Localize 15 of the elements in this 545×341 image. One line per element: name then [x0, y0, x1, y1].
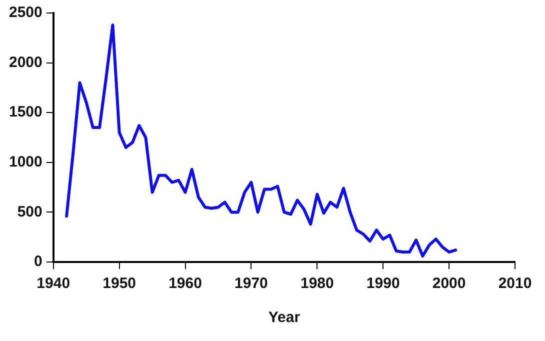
y-tick-label: 0 — [34, 253, 42, 270]
x-tick-label: 2000 — [432, 275, 466, 292]
y-tick-label: 1500 — [8, 104, 42, 121]
x-tick-label: 1950 — [102, 275, 136, 292]
x-tick-label: 1940 — [36, 275, 70, 292]
y-tick-label: 500 — [17, 203, 42, 220]
y-tick-label: 2500 — [8, 4, 42, 22]
x-axis-title: Year — [268, 309, 300, 326]
y-tick-label: 1000 — [8, 154, 42, 171]
x-tick-label: 2010 — [498, 275, 532, 292]
y-tick-label: 2000 — [8, 54, 42, 71]
x-tick-label: 1990 — [366, 275, 400, 292]
x-tick-label: 1960 — [168, 275, 202, 292]
x-tick-label: 1970 — [234, 275, 268, 292]
x-tick-label: 1980 — [300, 275, 334, 292]
